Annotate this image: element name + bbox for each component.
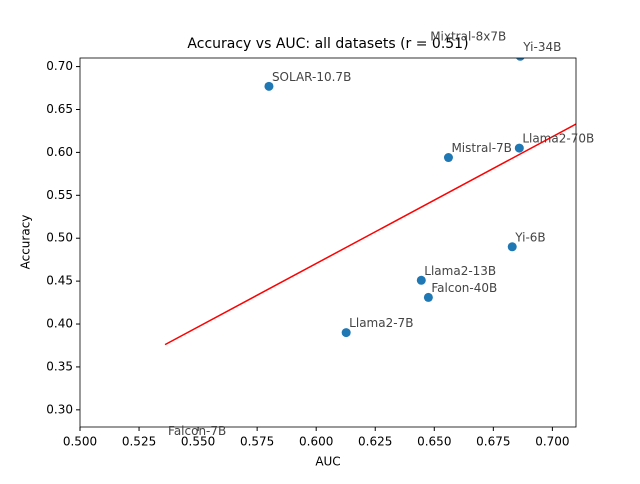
y-tick-label: 0.65: [46, 102, 73, 116]
point-label: Mixtral-8x7B: [430, 29, 506, 43]
point-label: SOLAR-10.7B: [272, 70, 351, 84]
point: [264, 81, 274, 91]
point: [443, 153, 453, 163]
point: [423, 292, 433, 302]
x-tick-label: 0.525: [122, 435, 156, 449]
x-tick-label: 0.550: [181, 435, 215, 449]
y-tick-label: 0.55: [46, 188, 73, 202]
y-tick-label: 0.45: [46, 274, 73, 288]
y-axis-label: Accuracy: [19, 215, 33, 270]
x-tick-label: 0.650: [417, 435, 451, 449]
x-tick-label: 0.700: [535, 435, 569, 449]
x-tick-label: 0.625: [358, 435, 392, 449]
y-tick-label: 0.70: [46, 59, 73, 73]
point-label: Yi-6B: [514, 230, 545, 244]
point: [341, 328, 351, 338]
x-tick-label: 0.675: [476, 435, 510, 449]
x-tick-label: 0.500: [63, 435, 97, 449]
point-label: Falcon-40B: [431, 281, 497, 295]
chart-title: Accuracy vs AUC: all datasets (r = 0.51): [187, 36, 468, 52]
x-tick-label: 0.600: [299, 435, 333, 449]
point: [507, 242, 517, 252]
point-label: Llama2-70B: [522, 132, 594, 146]
point-label: Falcon-7B: [168, 424, 226, 438]
y-tick-label: 0.30: [46, 402, 73, 416]
point-label: Llama2-13B: [424, 264, 496, 278]
axes-frame: [79, 57, 577, 428]
point: [514, 143, 524, 153]
point-label: Mistral-7B: [451, 141, 511, 155]
x-axis-label: AUC: [315, 455, 340, 469]
point: [416, 275, 426, 285]
point: [516, 58, 525, 61]
plot-area: [164, 58, 576, 346]
point-label: Llama2-7B: [349, 316, 413, 330]
x-tick-label: 0.575: [240, 435, 274, 449]
y-tick-label: 0.60: [46, 145, 73, 159]
y-tick-label: 0.35: [46, 359, 73, 373]
y-tick-label: 0.40: [46, 317, 73, 331]
fit-line: [164, 123, 576, 346]
point-label: Yi-34B: [522, 40, 561, 54]
y-tick-label: 0.50: [46, 231, 73, 245]
